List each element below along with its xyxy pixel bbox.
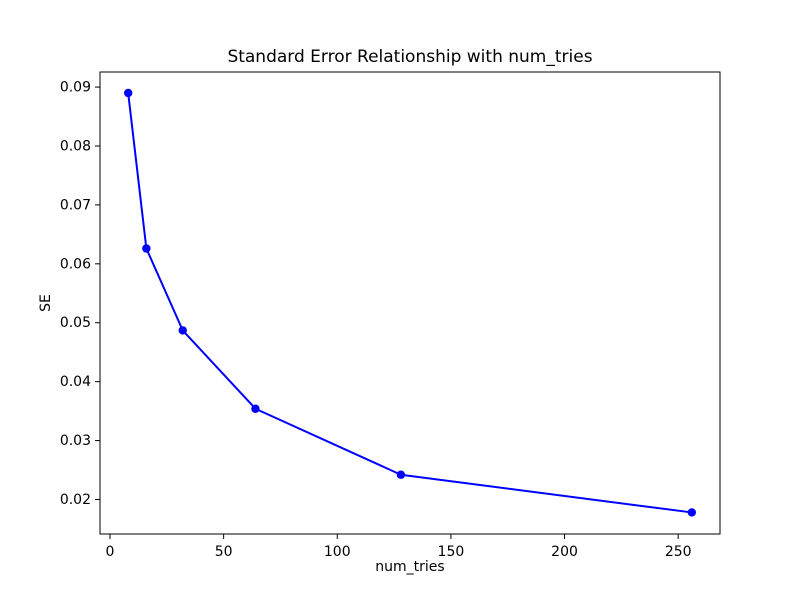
x-tick-label: 100 xyxy=(324,544,351,560)
data-point-marker xyxy=(178,326,187,335)
x-tick-label: 50 xyxy=(215,544,233,560)
x-tick-label: 0 xyxy=(106,544,115,560)
data-point-marker xyxy=(142,244,151,253)
y-tick-label: 0.09 xyxy=(60,80,91,96)
y-tick-label: 0.04 xyxy=(60,374,91,390)
y-tick-label: 0.05 xyxy=(60,315,91,331)
x-tick-label: 200 xyxy=(551,544,578,560)
plot-area-border xyxy=(99,71,721,535)
chart-title: Standard Error Relationship with num_tri… xyxy=(227,47,592,67)
data-point-marker xyxy=(251,404,260,413)
y-tick-label: 0.03 xyxy=(60,433,91,449)
data-line xyxy=(127,91,693,514)
x-tick-label: 150 xyxy=(438,544,465,560)
y-tick-label: 0.02 xyxy=(60,492,91,508)
x-tick-label: 250 xyxy=(665,544,692,560)
data-point-marker xyxy=(687,508,697,517)
y-tick-label: 0.07 xyxy=(60,197,91,213)
data-point-marker xyxy=(396,470,406,479)
y-axis-label: SE xyxy=(38,294,54,312)
x-axis-label: num_tries xyxy=(375,559,444,575)
data-point-marker xyxy=(123,88,133,98)
y-tick-label: 0.06 xyxy=(60,256,91,272)
y-tick-label: 0.08 xyxy=(60,138,91,154)
